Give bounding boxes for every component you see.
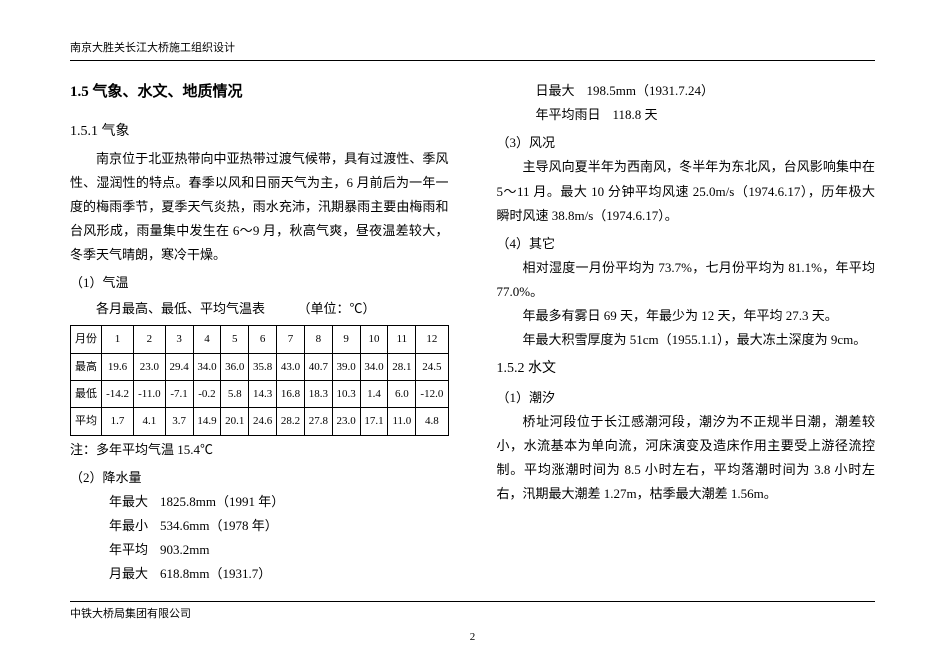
table-cell: 5.8 [221,381,249,408]
table-cell: 12 [416,326,448,353]
table-cell: 1.4 [360,381,388,408]
table-cell: 24.6 [249,408,277,435]
table-cell: 4.1 [134,408,166,435]
precip-key: 月最大 [109,562,148,586]
table-note: 注：多年平均气温 15.4℃ [70,438,449,462]
table-cell: 10.3 [332,381,360,408]
table-cell: 2 [134,326,166,353]
table-row: 最低 -14.2 -11.0 -7.1 -0.2 5.8 14.3 16.8 1… [71,381,449,408]
precip-row: 年平均 903.2mm [109,538,449,562]
hydro-paragraph: 桥址河段位于长江感潮河段，潮汐为不正规半日潮，潮差较小，水流基本为单向流，河床演… [497,410,876,506]
table-cell: 3 [165,326,193,353]
precip-val: 1825.8mm（1991 年） [160,490,284,514]
running-header: 南京大胜关长江大桥施工组织设计 [70,38,875,61]
table-cell: 20.1 [221,408,249,435]
table-cell: 34.0 [360,353,388,380]
table-cell: 18.3 [304,381,332,408]
hydro-item-1-label: （1）潮汐 [497,386,876,410]
subsection-1-title: 1.5.1 气象 [70,119,449,145]
precip-key: 日最大 [536,79,575,103]
table-cell: -11.0 [134,381,166,408]
table-cell: -7.1 [165,381,193,408]
precip-key: 年平均雨日 [536,103,601,127]
table-cell: 24.5 [416,353,448,380]
table-cell: 23.0 [332,408,360,435]
precip-val: 534.6mm（1978 年） [160,514,278,538]
section-title: 1.5 气象、水文、地质情况 [70,79,449,107]
right-column: 日最大 198.5mm（1931.7.24） 年平均雨日 118.8 天 （3）… [497,79,876,586]
table-cell: 7 [277,326,305,353]
precip-key: 年最大 [109,490,148,514]
table-cell: 27.8 [304,408,332,435]
table-cell: 6.0 [388,381,416,408]
table-cell: 4 [193,326,221,353]
table-cell: 17.1 [360,408,388,435]
temperature-table: 月份 1 2 3 4 5 6 7 8 9 10 11 12 最高 19.6 [70,325,449,435]
subsection-2-title: 1.5.2 水文 [497,356,876,382]
table-cell: 1.7 [102,408,134,435]
table-cell: 11.0 [388,408,416,435]
table-cell: 28.2 [277,408,305,435]
table-cell: 平均 [71,408,102,435]
table-cell: 23.0 [134,353,166,380]
table-cell: 29.4 [165,353,193,380]
table-cell: 40.7 [304,353,332,380]
table-row: 最高 19.6 23.0 29.4 34.0 36.0 35.8 43.0 40… [71,353,449,380]
table-cell: 14.3 [249,381,277,408]
precip-val: 118.8 天 [613,103,658,127]
precip-row: 年最小 534.6mm（1978 年） [109,514,449,538]
table-cell: 34.0 [193,353,221,380]
intro-paragraph: 南京位于北亚热带向中亚热带过渡气候带，具有过渡性、季风性、湿润性的特点。春季以风… [70,147,449,267]
wind-paragraph: 主导风向夏半年为西南风，冬半年为东北风，台风影响集中在 5～11 月。最大 10… [497,155,876,227]
precip-row: 月最大 618.8mm（1931.7） [109,562,449,586]
table-cell: 39.0 [332,353,360,380]
item-4-label: （4）其它 [497,232,876,256]
table-cell: 1 [102,326,134,353]
table-cell: 9 [332,326,360,353]
precip-val: 198.5mm（1931.7.24） [587,79,714,103]
table-cell: 16.8 [277,381,305,408]
left-column: 1.5 气象、水文、地质情况 1.5.1 气象 南京位于北亚热带向中亚热带过渡气… [70,79,449,586]
table-cell: 4.8 [416,408,448,435]
precip-row: 日最大 198.5mm（1931.7.24） [536,79,876,103]
table-cell: 28.1 [388,353,416,380]
precip-val: 618.8mm（1931.7） [160,562,271,586]
precip-val: 903.2mm [160,538,209,562]
page-number: 2 [70,627,875,647]
other-para-3: 年最大积雪厚度为 51cm（1955.1.1），最大冻土深度为 9cm。 [497,328,876,352]
table-cell: -14.2 [102,381,134,408]
table-cell: 3.7 [165,408,193,435]
item-3-label: （3）风况 [497,131,876,155]
item-1-label: （1）气温 [70,271,449,295]
table-cell: 36.0 [221,353,249,380]
table-cell: 10 [360,326,388,353]
table-cell: 43.0 [277,353,305,380]
table-caption: 各月最高、最低、平均气温表 （单位：℃） [96,297,449,321]
table-header-row: 月份 1 2 3 4 5 6 7 8 9 10 11 12 [71,326,449,353]
footer-company: 中铁大桥局集团有限公司 [70,601,875,624]
table-cell: 月份 [71,326,102,353]
table-cell: 5 [221,326,249,353]
other-para-1: 相对湿度一月份平均为 73.7%，七月份平均为 81.1%，年平均 77.0%。 [497,256,876,304]
table-cell: 14.9 [193,408,221,435]
table-cell: 8 [304,326,332,353]
page-footer: 中铁大桥局集团有限公司 2 [70,601,875,647]
precip-row: 年最大 1825.8mm（1991 年） [109,490,449,514]
table-cell: 19.6 [102,353,134,380]
item-2-label: （2）降水量 [70,466,449,490]
table-cell: 11 [388,326,416,353]
table-cell: -0.2 [193,381,221,408]
other-para-2: 年最多有雾日 69 天，年最少为 12 天，年平均 27.3 天。 [497,304,876,328]
table-row: 平均 1.7 4.1 3.7 14.9 20.1 24.6 28.2 27.8 … [71,408,449,435]
table-cell: 6 [249,326,277,353]
table-cell: 35.8 [249,353,277,380]
precip-key: 年平均 [109,538,148,562]
precip-row: 年平均雨日 118.8 天 [536,103,876,127]
table-cell: -12.0 [416,381,448,408]
precip-key: 年最小 [109,514,148,538]
table-cell: 最高 [71,353,102,380]
table-cell: 最低 [71,381,102,408]
